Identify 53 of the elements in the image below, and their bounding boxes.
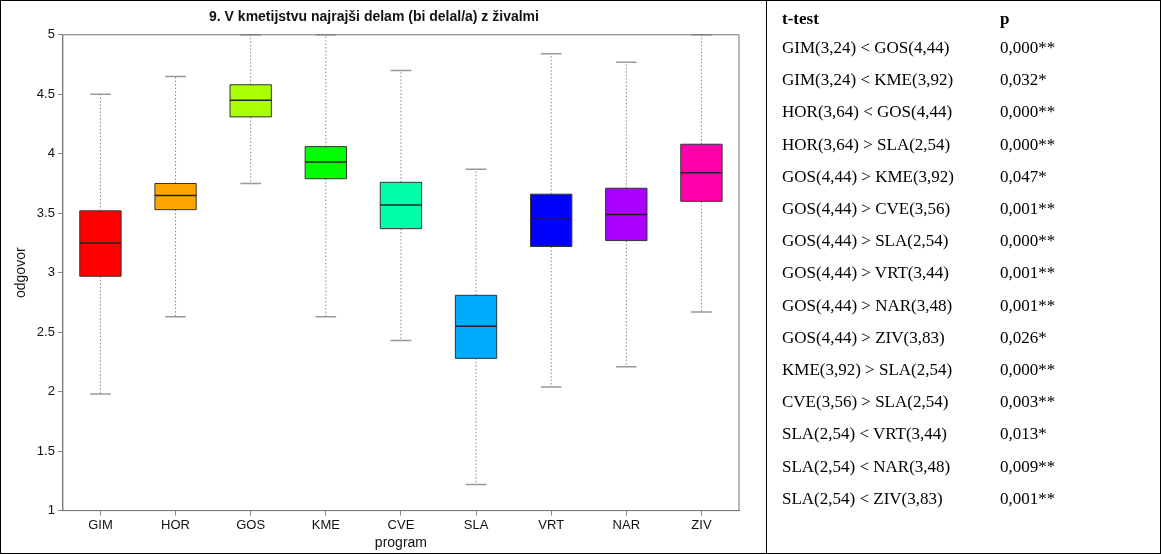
y-tick-label: 2 [47,383,55,399]
y-tick-label: 4 [47,145,55,161]
text: 0,047* [1000,166,1047,186]
text: GIM(3,24) < GOS(4,44) [782,38,950,58]
y-tick-label: 1.5 [36,442,55,458]
y-tick-label: 3 [47,264,55,280]
text: 0,026* [1000,327,1047,347]
text: 0,000** [1000,102,1056,122]
x-tick-label: SLA [463,516,489,532]
x-tick-label: ZIV [691,516,712,532]
text: 0,032* [1000,70,1047,90]
category-label: p [1000,8,1011,30]
text: 0,000** [1000,359,1056,379]
x-tick-label: HOR [161,516,191,532]
text: SLA(2,54) < VRT(3,44) [782,424,948,444]
text: 0,001** [1000,263,1056,283]
text: HOR(3,64) < GOS(4,44) [782,102,953,122]
text: KME(3,92) > SLA(2,54) [782,359,953,379]
x-tick-label: VRT [538,516,565,532]
x-tick-label: GOS [236,516,266,532]
text: HOR(3,64) > SLA(2,54) [782,134,951,154]
text: 0,000** [1000,231,1056,251]
text: CVE(3,56) > SLA(2,54) [782,392,949,412]
text: SLA(2,54) < ZIV(3,83) [782,488,943,508]
x-tick-label: GIM [88,516,113,532]
y-axis-title: odgovor [12,247,29,298]
y-tick-label: 3.5 [36,204,55,220]
text: GOS(4,44) > CVE(3,56) [782,199,951,219]
x-tick-label: KME [311,516,341,532]
text: GOS(4,44) > VRT(3,44) [782,263,949,283]
y-tick-label: 5 [47,26,55,42]
text: 0,001** [1000,295,1056,315]
x-tick-label: NAR [612,516,641,532]
y-tick-label: 1 [47,502,55,518]
text: GOS(4,44) > ZIV(3,83) [782,327,945,347]
text: 0,000** [1000,134,1056,154]
category-label: t-test [782,8,820,30]
text: 0,009** [1000,456,1056,476]
text: 0,013* [1000,424,1047,444]
text: 0,001** [1000,488,1056,508]
text: GOS(4,44) > SLA(2,54) [782,231,949,251]
text: 0,001** [1000,199,1056,219]
y-tick-label: 2.5 [36,323,55,339]
x-axis-title: program [374,534,428,551]
text: SLA(2,54) < NAR(3,48) [782,456,951,476]
text: GOS(4,44) > KME(3,92) [782,166,955,186]
text: 0,000** [1000,38,1056,58]
chart-title: 9. V kmetijstvu najrajši delam (bi delal/a) z živalmi [209,8,539,25]
y-tick-label: 4.5 [36,85,55,101]
x-tick-label: CVE [387,516,415,532]
text: GOS(4,44) > NAR(3,48) [782,295,953,315]
text: GIM(3,24) < KME(3,92) [782,70,954,90]
text: 0,003** [1000,392,1056,412]
